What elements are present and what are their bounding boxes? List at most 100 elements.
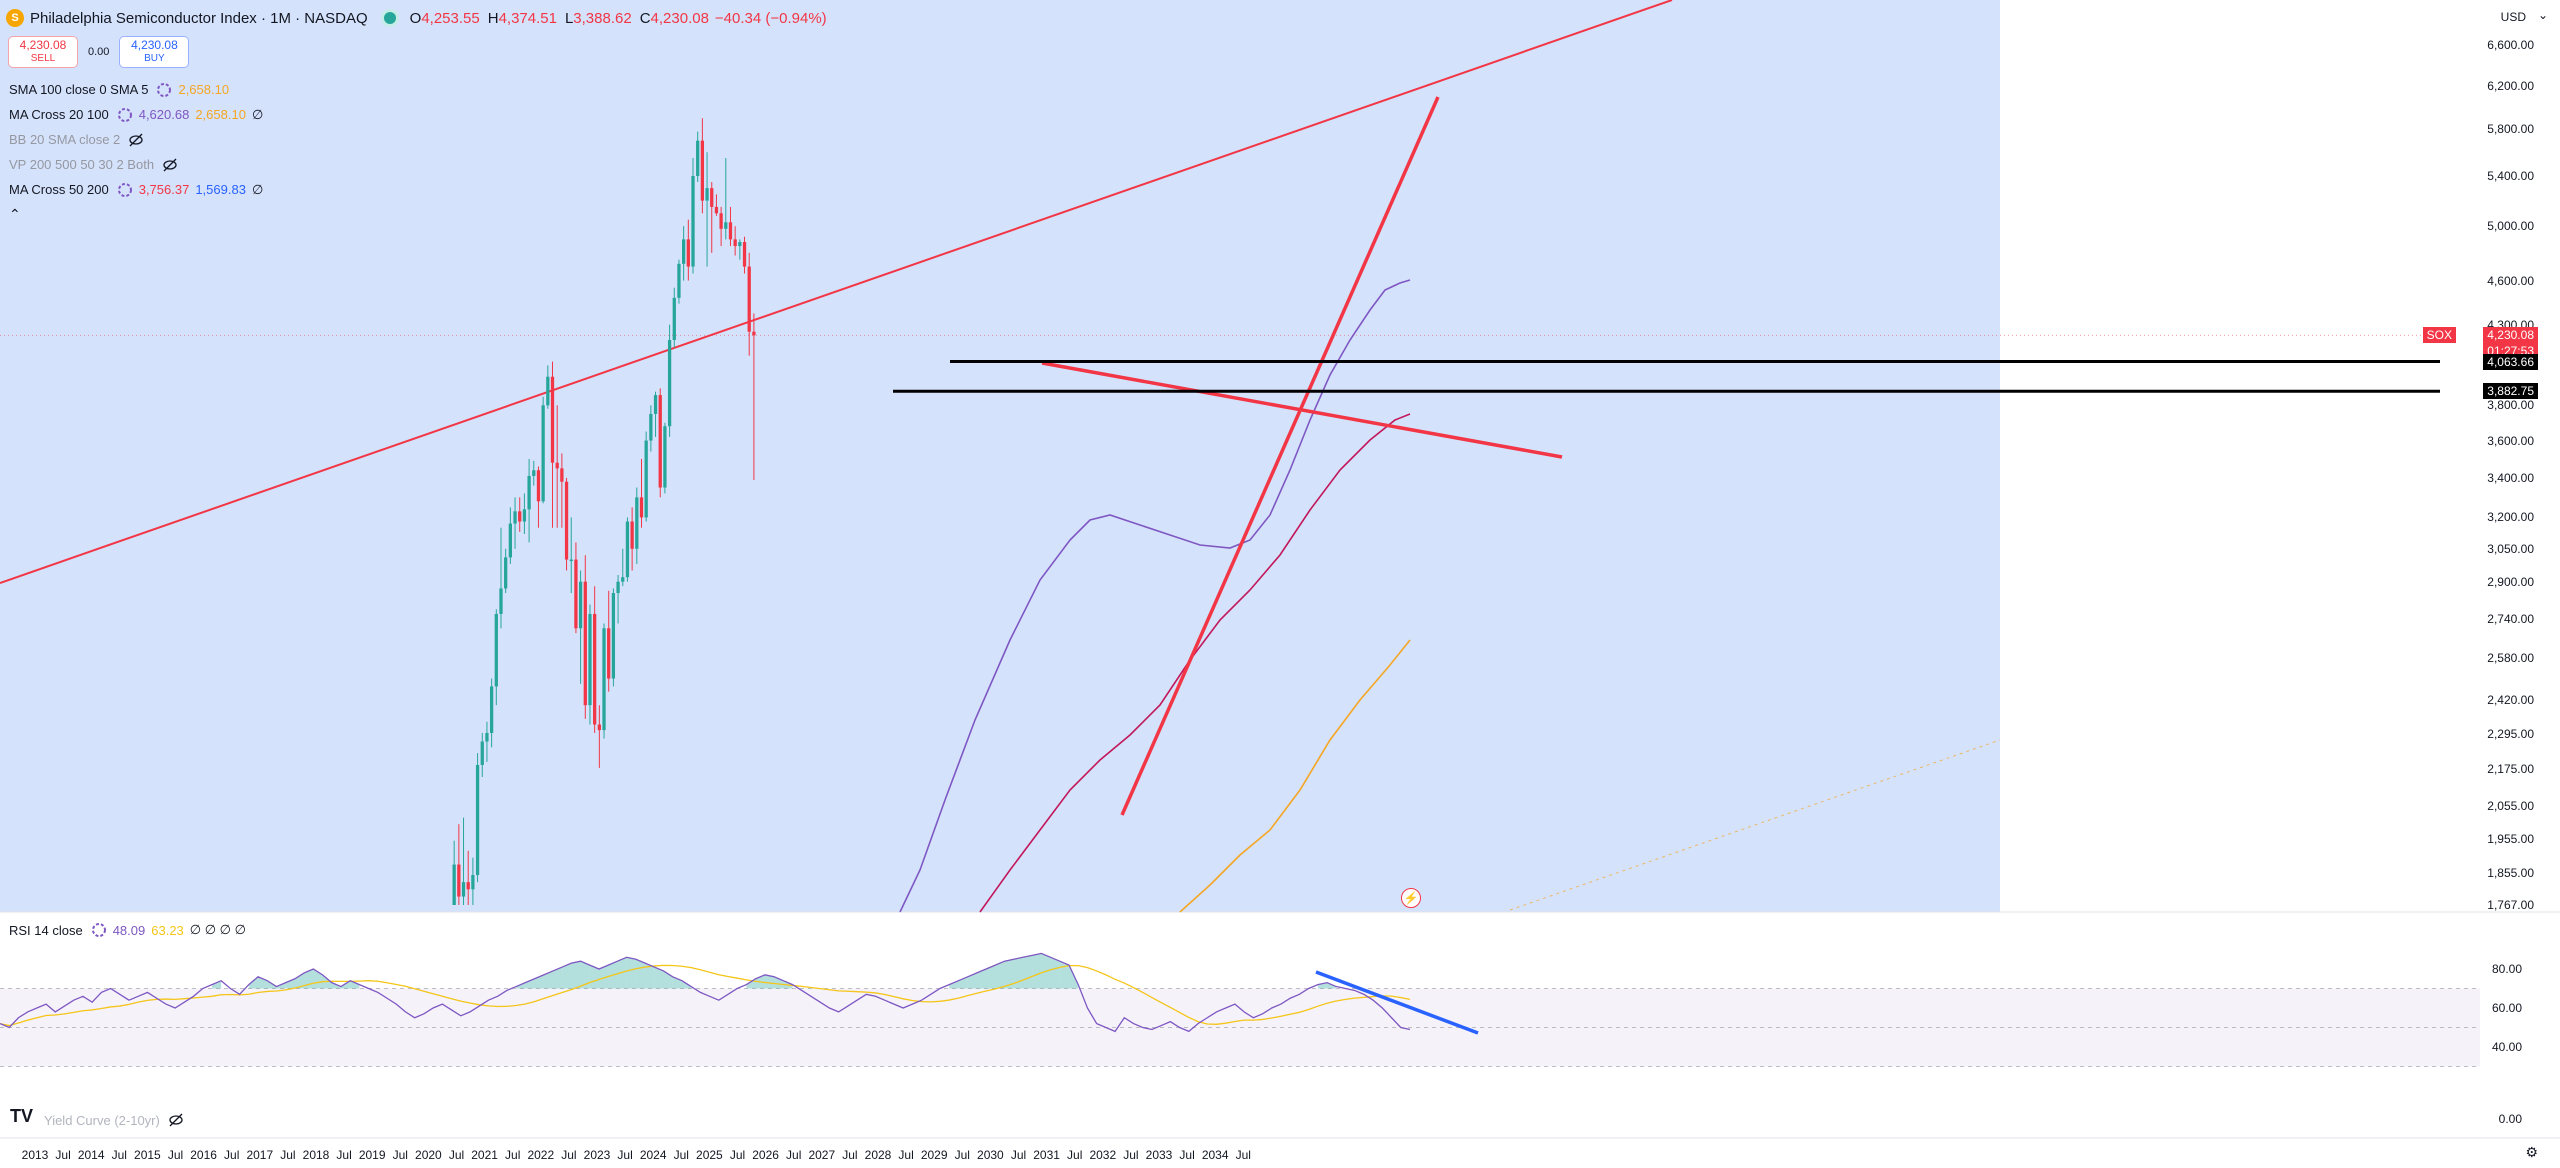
event-marker-icon[interactable]: ⚡ [1401, 888, 1421, 908]
rsi-overbought-fill [764, 974, 775, 989]
candle-body [489, 686, 494, 733]
price-tick-label: 2,175.00 [2487, 762, 2534, 777]
indicator-name[interactable]: BB 20 SMA close 2 [9, 132, 121, 147]
data-window-icon[interactable] [91, 922, 107, 938]
candle-body [639, 497, 644, 518]
time-tick-label: 2028 [864, 1148, 892, 1162]
hidden-eye-icon[interactable] [162, 157, 178, 173]
buy-button[interactable]: 4,230.08 BUY [119, 36, 190, 68]
time-tick-label: 2027 [808, 1148, 836, 1162]
candle-body [663, 426, 667, 488]
candle-body [485, 732, 489, 742]
rsi-overbought-fill [258, 976, 268, 989]
candle-body [728, 222, 733, 240]
time-tick-label: Jul [1235, 1148, 1251, 1162]
sell-label: SELL [30, 53, 56, 64]
ma20-line [899, 279, 1411, 913]
gear-icon[interactable]: ⚙ [2525, 1144, 2538, 1160]
indicator-name[interactable]: SMA 100 close 0 SMA 5 [9, 82, 149, 97]
rsi-overbought-fill [571, 961, 581, 989]
sma100-line [1179, 639, 1411, 913]
candle-body [471, 875, 475, 890]
price-tick-label: 6,200.00 [2487, 78, 2534, 93]
price-tick-label: 2,900.00 [2487, 574, 2534, 589]
candle-body [508, 523, 512, 558]
close-label: C [639, 9, 651, 27]
candle-body [518, 511, 522, 522]
rsi-legend: RSI 14 close 48.09 63.23 ∅ ∅ ∅ ∅ [9, 922, 246, 938]
time-tick-label: 2024 [639, 1148, 667, 1162]
hidden-eye-icon[interactable] [168, 1112, 184, 1128]
indicator-row[interactable]: VP 200 500 50 30 2 Both [9, 152, 263, 177]
time-axis[interactable]: 2013 Jul 2014 Jul 2015 Jul 2016 Jul 2017 Jul 2018 J… [0, 1140, 2560, 1168]
sell-button[interactable]: 4,230.08 SELL [8, 36, 78, 68]
price-tick-label: 3,400.00 [2487, 470, 2534, 485]
candle-body [635, 497, 639, 549]
time-tick-label: Jul [617, 1148, 633, 1162]
indicator-row[interactable]: SMA 100 close 0 SMA 5 2,658.10 [9, 77, 263, 102]
data-window-icon[interactable] [117, 107, 133, 123]
currency-label[interactable]: USD [2500, 10, 2526, 24]
indicator-value: 4,620.68 [138, 107, 190, 122]
data-window-icon[interactable] [117, 182, 133, 198]
candle-body [532, 470, 536, 476]
candle-body [710, 188, 714, 207]
rsi-name[interactable]: RSI 14 close [9, 922, 83, 938]
indicator-name[interactable]: MA Cross 20 100 [9, 107, 109, 122]
indicator-row[interactable]: BB 20 SMA close 2 [9, 127, 263, 152]
time-tick-label: Jul [1067, 1148, 1083, 1162]
chevron-down-icon[interactable]: ⌄ [2537, 8, 2548, 22]
indicator-row[interactable]: MA Cross 20 100 4,620.68 2,658.10 ∅ [9, 102, 263, 127]
low-label: L [564, 9, 574, 27]
time-tick-label: 2031 [1033, 1148, 1060, 1162]
indicator-value: 2,658.10 [195, 107, 246, 122]
time-tick-label: 2033 [1145, 1148, 1173, 1162]
rsi-overbought-fill [645, 963, 655, 989]
level-price-tag: 3,882.75 [2483, 383, 2538, 400]
symbol-title[interactable]: Philadelphia Semiconductor Index · 1M · … [30, 9, 368, 27]
time-tick-label: 2020 [415, 1148, 442, 1162]
candle-body [738, 242, 742, 247]
candle-body [686, 239, 690, 267]
time-tick-label: Jul [842, 1148, 858, 1162]
hidden-eye-icon[interactable] [128, 132, 144, 148]
rsi-overbought-fill [1050, 957, 1060, 989]
rsi-ma-value: 63.23 [151, 922, 184, 938]
rsi-overbought-fill [672, 976, 682, 989]
indicator-name[interactable]: VP 200 500 50 30 2 Both [9, 157, 155, 172]
candle-body [752, 331, 756, 336]
rsi-divergence-line [1315, 970, 1479, 1035]
rsi-overbought-fill [958, 976, 968, 989]
candle-body [724, 222, 728, 229]
candle-body [569, 559, 573, 562]
time-tick-label: 2018 [302, 1148, 330, 1162]
rsi-overbought-fill [294, 972, 305, 989]
indicator-row[interactable]: MA Cross 50 200 3,756.37 1,569.83 ∅ [9, 177, 263, 202]
rsi-overbought-fill [580, 961, 590, 989]
steep-trendline [1120, 96, 1440, 816]
rsi-overbought-fill [1004, 959, 1014, 989]
collapse-legend-icon[interactable]: ⌃ [9, 206, 21, 222]
symbol-logo-icon[interactable]: S [6, 9, 24, 27]
candle-body [625, 521, 630, 578]
tradingview-logo[interactable]: TV [10, 1106, 34, 1126]
symbol-tag: SOX [2422, 327, 2456, 344]
rsi-tick-label: 40.00 [2491, 1040, 2522, 1054]
rsi-overbought-fill [589, 965, 600, 989]
candle-body [504, 557, 508, 589]
candle-body [644, 440, 648, 518]
candle-body [583, 581, 587, 706]
time-tick-label: Jul [111, 1148, 127, 1162]
indicator-name[interactable]: MA Cross 50 200 [9, 182, 109, 197]
rsi-tick-label: 80.00 [2491, 962, 2522, 976]
candle-body [602, 628, 606, 731]
yield-curve-name[interactable]: Yield Curve (2-10yr) [44, 1112, 160, 1128]
time-tick-label: 2015 [134, 1148, 161, 1162]
rsi-tick-label: 0.00 [2498, 1112, 2522, 1126]
rsi-overbought-fill [599, 965, 609, 989]
candle-body [653, 395, 658, 414]
market-status-icon[interactable] [383, 12, 396, 24]
data-window-icon[interactable] [156, 82, 172, 98]
candle-body [742, 242, 747, 267]
